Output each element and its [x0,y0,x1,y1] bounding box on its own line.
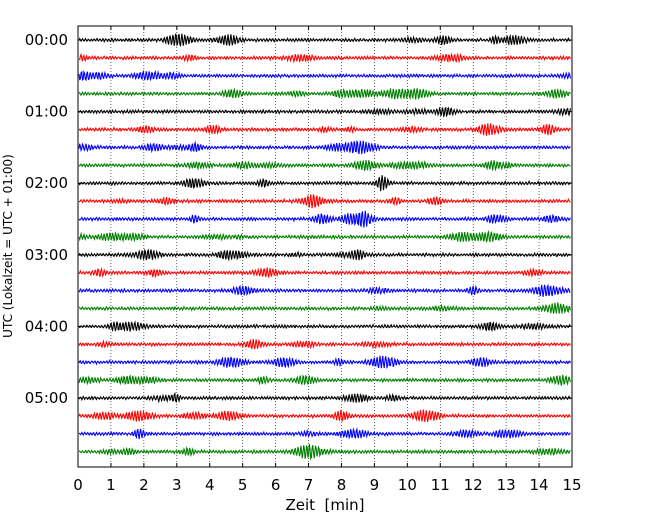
x-tick-label: 8 [337,476,347,494]
trace-line [78,283,571,297]
trace-line [78,338,571,350]
trace-line [78,302,571,315]
trace-line [78,33,571,47]
y-tick-label: 05:00 [25,389,68,407]
trace-line [78,427,571,440]
trace-line [78,210,571,228]
x-tick-label: 10 [398,476,417,494]
trace-line [78,355,571,370]
x-tick-label: 12 [464,476,483,494]
y-axis-label: UTC (Lokalzeit = UTC + 01:00) [1,154,15,338]
trace-line [78,159,571,172]
traces [78,33,571,461]
x-axis-ticks: 0 1 2 3 4 5 6 7 8 9 10 11 12 13 14 15 [73,26,582,494]
trace-line [78,194,571,209]
trace-line [78,69,571,82]
x-tick-label: 5 [238,476,248,494]
x-tick-label: 2 [139,476,149,494]
trace-line [78,320,571,333]
x-tick-label: 15 [562,476,581,494]
x-axis-label: Zeit [min] [285,496,364,514]
y-axis-ticks: 00:00 01:00 02:00 03:00 04:00 05:00 [25,31,572,407]
trace-line [78,123,571,136]
y-tick-label: 01:00 [25,103,68,121]
x-tick-label: 7 [304,476,314,494]
x-tick-label: 11 [431,476,450,494]
trace-line [78,443,571,461]
x-tick-label: 9 [370,476,380,494]
x-tick-label: 13 [497,476,516,494]
trace-line [78,266,571,279]
y-tick-label: 04:00 [25,317,68,335]
trace-line [78,391,571,404]
trace-line [78,175,571,192]
x-tick-label: 4 [205,476,215,494]
y-tick-label: 00:00 [25,31,68,49]
x-tick-label: 1 [106,476,116,494]
trace-line [78,229,571,243]
plot-frame [77,25,573,468]
plot-background [78,26,572,467]
x-tick-label: 14 [530,476,549,494]
x-tick-label: 3 [172,476,182,494]
trace-line [78,52,571,64]
x-tick-label: 6 [271,476,281,494]
y-tick-label: 02:00 [25,174,68,192]
trace-line [78,139,571,155]
trace-line [78,87,571,100]
y-tick-label: 03:00 [25,246,68,264]
trace-line [78,106,571,118]
trace-line [78,248,571,262]
x-tick-label: 0 [73,476,83,494]
trace-line [78,374,571,386]
trace-line [78,409,571,423]
